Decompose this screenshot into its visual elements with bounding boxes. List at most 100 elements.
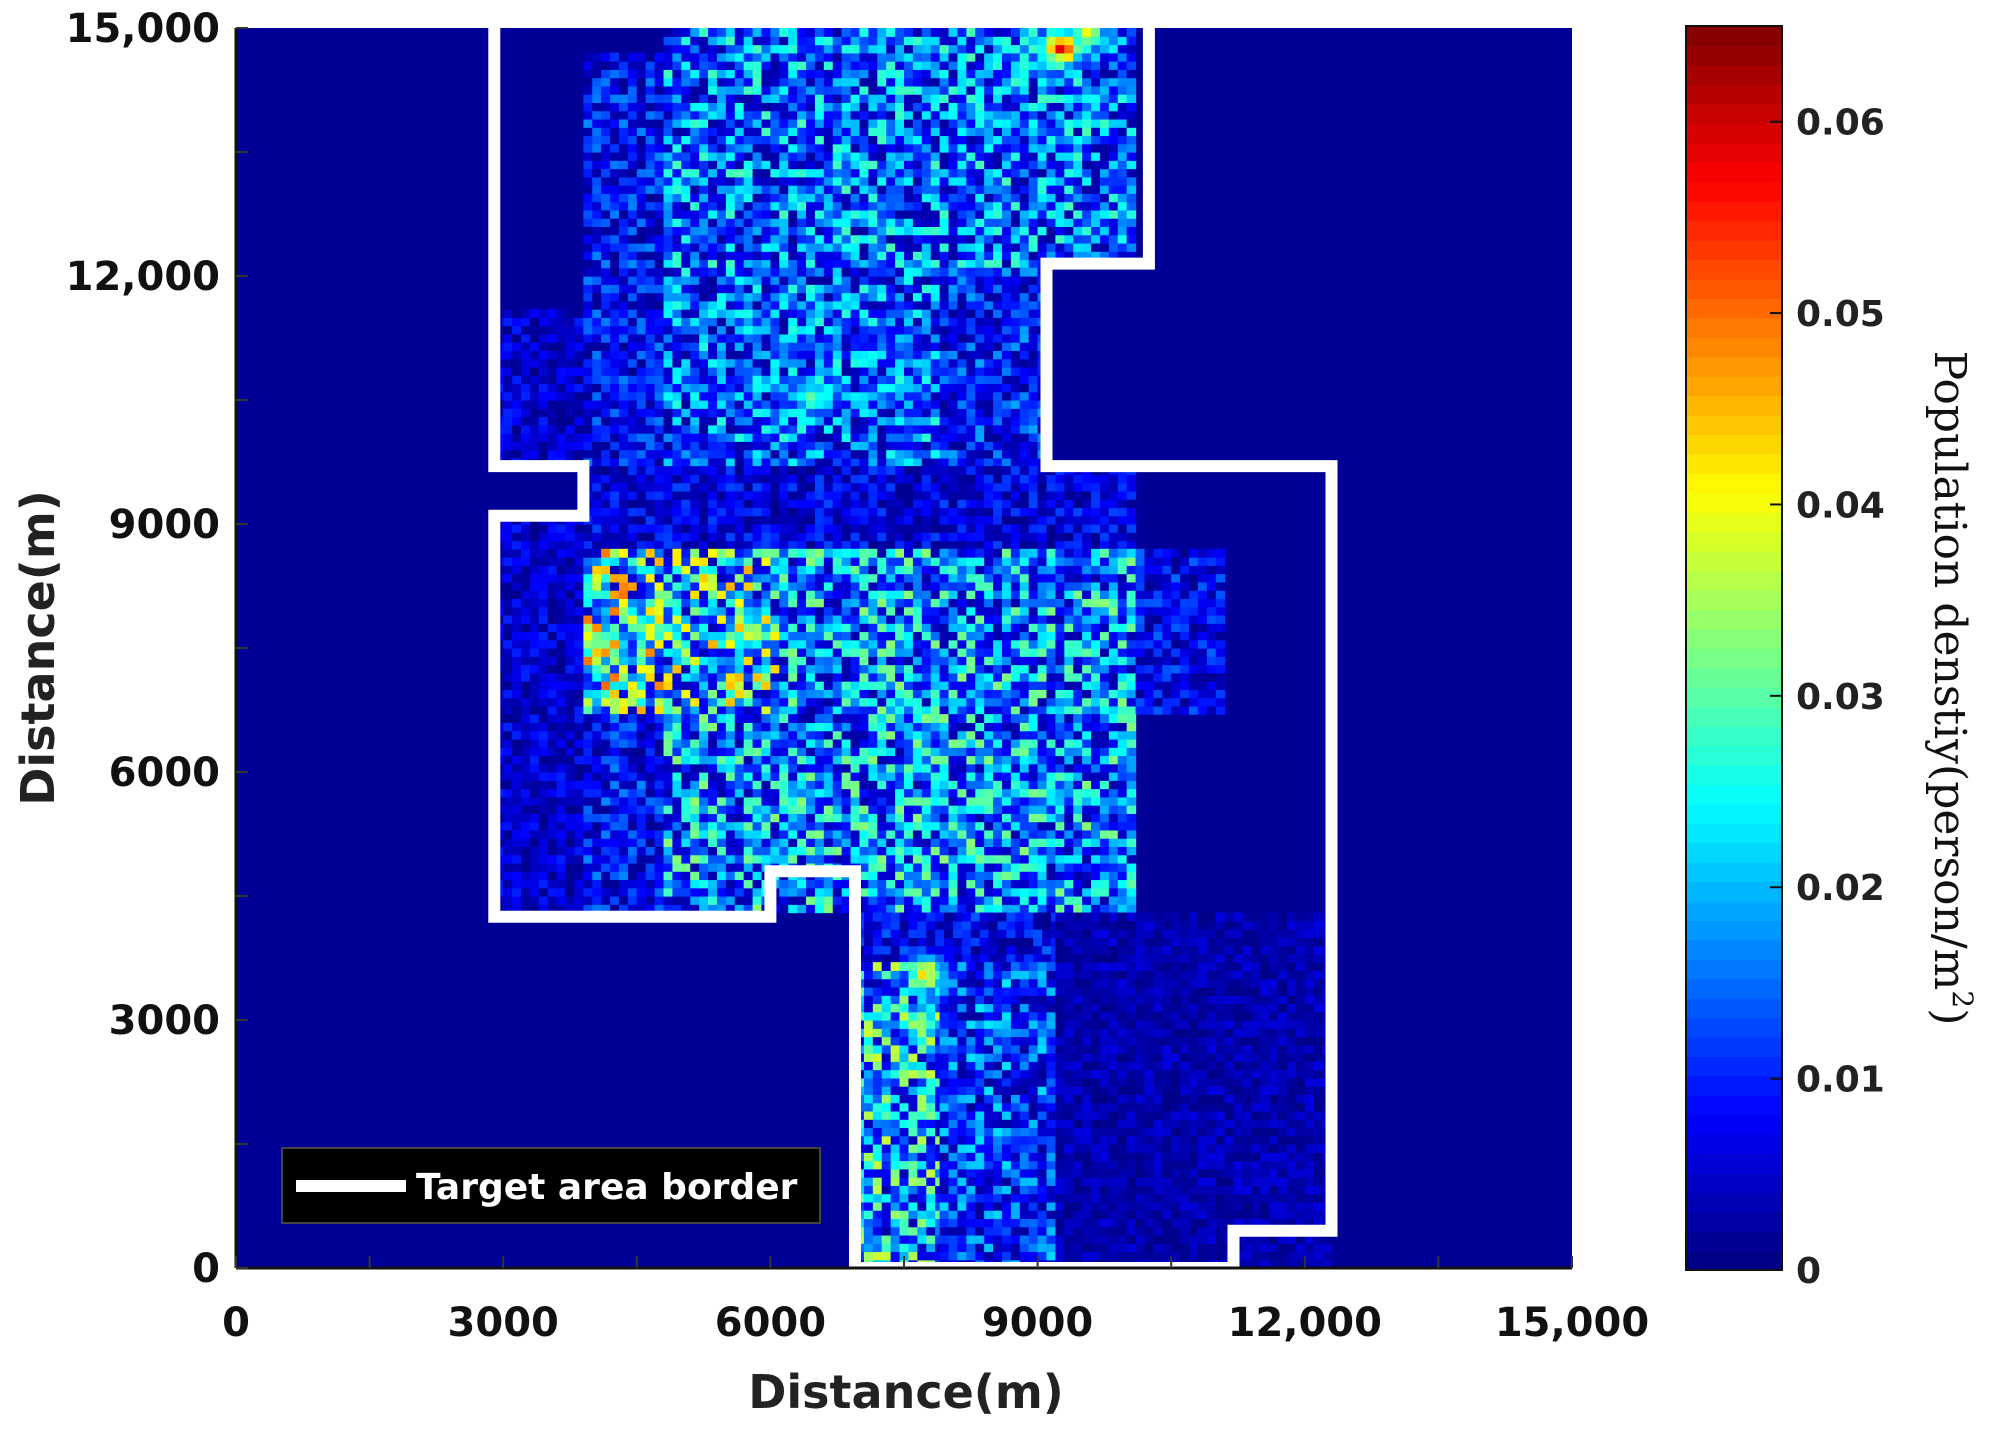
heatmap-cell	[636, 135, 647, 145]
heatmap-cell	[993, 28, 1003, 37]
heatmap-cell	[690, 28, 700, 37]
heatmap-cell	[1091, 234, 1101, 244]
heatmap-cell	[521, 424, 531, 434]
heatmap-cell	[716, 152, 727, 161]
heatmap-cell	[734, 681, 745, 690]
heatmap-cell	[752, 466, 763, 475]
heatmap-cell	[601, 474, 611, 484]
heatmap-cell	[565, 590, 576, 599]
heatmap-cell	[743, 201, 754, 211]
heatmap-cell	[1019, 52, 1030, 62]
heatmap-cell	[627, 77, 638, 87]
heatmap-cell	[716, 94, 727, 103]
heatmap-cell	[681, 342, 691, 351]
heatmap-cell	[1010, 524, 1021, 533]
heatmap-cell	[601, 358, 611, 368]
heatmap-cell	[521, 763, 531, 773]
heatmap-cell	[921, 176, 932, 186]
heatmap-cell	[556, 648, 567, 657]
heatmap-cell	[574, 780, 584, 790]
heatmap-cell	[583, 143, 593, 153]
heatmap-cell	[1064, 532, 1074, 542]
heatmap-cell	[601, 400, 611, 409]
heatmap-cell	[1046, 94, 1057, 103]
heatmap-cell	[761, 614, 771, 624]
heatmap-cell	[797, 118, 807, 128]
heatmap-cell	[788, 441, 798, 451]
heatmap-cell	[868, 176, 878, 186]
heatmap-cell	[868, 218, 878, 227]
heatmap-cell	[788, 656, 798, 666]
heatmap-cell	[716, 28, 727, 37]
heatmap-cell	[957, 482, 967, 492]
heatmap-cell	[663, 697, 674, 707]
heatmap-cell	[832, 234, 843, 244]
heatmap-cell	[966, 433, 976, 442]
heatmap-cell	[610, 143, 620, 153]
heatmap-cell	[930, 375, 941, 385]
heatmap-cell	[583, 664, 593, 674]
heatmap-cell	[1064, 94, 1074, 103]
heatmap-cell	[601, 681, 611, 690]
heatmap-cell	[761, 358, 771, 368]
heatmap-cell	[645, 127, 656, 137]
heatmap-cell	[565, 631, 576, 641]
heatmap-cell	[1117, 490, 1128, 500]
heatmap-cell	[716, 218, 727, 227]
heatmap-cell	[610, 94, 620, 103]
heatmap-cell	[636, 77, 647, 87]
heatmap-cell	[716, 118, 727, 128]
heatmap-cell	[886, 193, 896, 203]
heatmap-cell	[779, 664, 789, 674]
heatmap-cell	[654, 457, 665, 467]
heatmap-cell	[761, 201, 771, 211]
heatmap-cell	[752, 474, 763, 484]
heatmap-cell	[752, 267, 763, 277]
heatmap-cell	[832, 69, 843, 79]
heatmap-cell	[521, 383, 531, 393]
heatmap-cell	[1082, 118, 1092, 128]
heatmap-cell	[618, 375, 629, 385]
heatmap-cell	[1082, 251, 1092, 261]
heatmap-cell	[1028, 201, 1039, 211]
heatmap-cell	[797, 433, 807, 442]
heatmap-cell	[868, 300, 878, 310]
heatmap-cell	[993, 441, 1003, 451]
heatmap-cell	[636, 681, 647, 690]
heatmap-cell	[1010, 507, 1021, 517]
heatmap-cell	[521, 887, 531, 897]
heatmap-cell	[618, 672, 629, 682]
heatmap-cell	[752, 540, 763, 550]
heatmap-cell	[948, 127, 959, 137]
heatmap-cell	[583, 218, 593, 227]
heatmap-cell	[716, 639, 727, 649]
heatmap-cell	[948, 507, 959, 517]
heatmap-cell	[850, 375, 861, 385]
heatmap-cell	[618, 614, 629, 624]
heatmap-cell	[814, 482, 825, 492]
heatmap-cell	[1046, 540, 1057, 550]
heatmap-cell	[770, 400, 780, 409]
heatmap-cell	[743, 193, 754, 203]
heatmap-cell	[708, 185, 718, 194]
heatmap-cell	[921, 350, 932, 360]
heatmap-cell	[725, 234, 736, 244]
heatmap-cell	[565, 441, 576, 451]
heatmap-cell	[1082, 110, 1092, 120]
heatmap-cell	[948, 135, 959, 145]
heatmap-cell	[975, 85, 985, 95]
heatmap-cell	[779, 110, 789, 120]
heatmap-cell	[547, 738, 558, 748]
heatmap-cell	[966, 168, 976, 178]
heatmap-cell	[636, 242, 647, 252]
heatmap-cell	[708, 350, 718, 360]
heatmap-cell	[529, 400, 540, 409]
heatmap-cell	[850, 474, 861, 484]
heatmap-cell	[1019, 276, 1030, 285]
heatmap-cell	[868, 36, 878, 46]
heatmap-cell	[877, 391, 887, 401]
heatmap-cell	[859, 28, 869, 37]
heatmap-cell	[574, 829, 584, 839]
heatmap-cell	[752, 408, 763, 418]
heatmap-cell	[1046, 201, 1057, 211]
